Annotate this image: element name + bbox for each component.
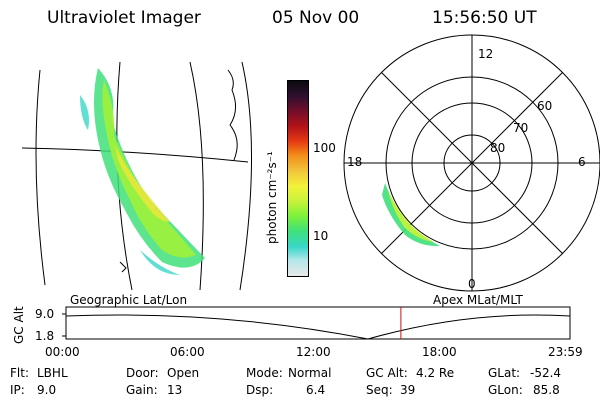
gc-alt-label: GC Alt:: [366, 366, 408, 380]
seq-value: 39: [400, 383, 416, 397]
ip-label: IP:: [10, 383, 25, 397]
colorbar-tick-100: 100: [313, 141, 336, 155]
door-label: Door:: [126, 366, 159, 380]
dsp-label: Dsp:: [246, 383, 274, 397]
altitude-ytick-9: 9.0: [35, 307, 55, 321]
altitude-ytick-1-8: 1.8: [35, 329, 55, 343]
mlat-label-70: 70: [513, 121, 529, 135]
gain-value: 13: [167, 383, 183, 397]
altitude-ylabel: GC Alt: [12, 306, 26, 344]
glat-value: -52.4: [530, 366, 562, 380]
mode-label: Mode:: [246, 366, 283, 380]
filter-label: Flt:: [10, 366, 29, 380]
mlat-label-60: 60: [537, 99, 553, 113]
polar-projection-label: Apex MLat/MLT: [433, 293, 523, 307]
observation-time: 15:56:50 UT: [432, 8, 537, 28]
colorbar-tick-10: 10: [313, 229, 329, 243]
altitude-curve: [65, 314, 571, 340]
mode-value: Normal: [288, 366, 332, 380]
time-tick-2359: 23:59: [548, 345, 583, 359]
gain-label: Gain:: [126, 383, 158, 397]
instrument-title: Ultraviolet Imager: [47, 8, 201, 28]
seq-label: Seq:: [366, 383, 393, 397]
door-value: Open: [167, 366, 200, 380]
time-tick-1200: 12:00: [296, 345, 331, 359]
aurora-emission-polar: [382, 183, 440, 247]
altitude-plot-frame: [65, 306, 571, 340]
time-tick-0600: 06:00: [170, 345, 205, 359]
coastline-fragment: [119, 261, 127, 273]
glon-value: 85.8: [533, 383, 560, 397]
gc-alt-value: 4.2 Re: [416, 366, 455, 380]
mlat-label-80: 80: [490, 141, 506, 155]
observation-date: 05 Nov 00: [272, 8, 360, 28]
glon-label: GLon:: [488, 383, 523, 397]
ip-value: 9.0: [37, 383, 57, 397]
mlt-label-12: 12: [478, 47, 494, 61]
mlt-label-0: 0: [468, 277, 476, 291]
colorbar: [287, 80, 309, 277]
dsp-value: 6.4: [306, 383, 326, 397]
mlt-label-18: 18: [347, 155, 363, 169]
time-tick-1800: 18:00: [422, 345, 457, 359]
glat-label: GLat:: [488, 366, 521, 380]
mlt-label-6: 6: [578, 155, 586, 169]
time-tick-0000: 00:00: [45, 345, 80, 359]
aurora-emission-geo: [80, 68, 205, 275]
filter-value: LBHL: [37, 366, 68, 380]
map-projection-label: Geographic Lat/Lon: [70, 293, 188, 307]
